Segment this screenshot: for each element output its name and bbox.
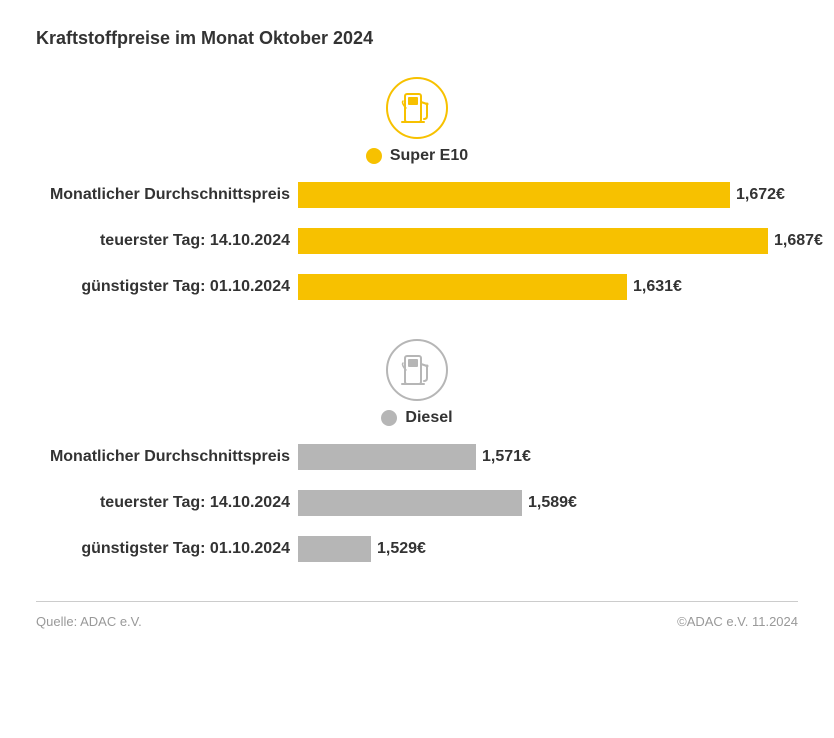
bar-value: 1,571€ bbox=[482, 448, 531, 466]
fuel-icon-circle bbox=[386, 339, 448, 401]
row-label: Monatlicher Durchschnittspreis bbox=[36, 186, 298, 204]
section-icon-wrap bbox=[36, 339, 798, 401]
bar-area: 1,631€ bbox=[298, 274, 798, 300]
bar-row: Monatlicher Durchschnittspreis 1,571€ bbox=[36, 443, 798, 471]
bar bbox=[298, 274, 627, 300]
bar bbox=[298, 182, 730, 208]
legend-dot bbox=[366, 148, 382, 164]
section-super-e10: Super E10 Monatlicher Durchschnittspreis 1… bbox=[36, 77, 798, 301]
bar-row: Monatlicher Durchschnittspreis 1,672€ bbox=[36, 181, 798, 209]
legend-label: Diesel bbox=[405, 409, 452, 427]
bar-row: teuerster Tag: 14.10.2024 1,589€ bbox=[36, 489, 798, 517]
footer-copyright: ©ADAC e.V. 11.2024 bbox=[677, 614, 798, 629]
row-label: günstigster Tag: 01.10.2024 bbox=[36, 278, 298, 296]
bar-value: 1,672€ bbox=[736, 186, 785, 204]
bar-area: 1,589€ bbox=[298, 490, 798, 516]
footer-source: Quelle: ADAC e.V. bbox=[36, 614, 142, 629]
bar-value: 1,631€ bbox=[633, 278, 682, 296]
bar-value: 1,687€ bbox=[774, 232, 823, 250]
bar-area: 1,687€ bbox=[298, 228, 823, 254]
bar-row: günstigster Tag: 01.10.2024 1,631€ bbox=[36, 273, 798, 301]
bar-row: teuerster Tag: 14.10.20241,687€ bbox=[36, 227, 798, 255]
legend-dot bbox=[381, 410, 397, 426]
bar-area: 1,672€ bbox=[298, 182, 798, 208]
legend: Super E10 bbox=[36, 147, 798, 165]
bar bbox=[298, 444, 476, 470]
footer-divider bbox=[36, 601, 798, 602]
bar-row: günstigster Tag: 01.10.2024 1,529€ bbox=[36, 535, 798, 563]
section-icon-wrap bbox=[36, 77, 798, 139]
chart-title: Kraftstoffpreise im Monat Oktober 2024 bbox=[36, 28, 798, 49]
bar bbox=[298, 536, 371, 562]
bar-value: 1,529€ bbox=[377, 540, 426, 558]
row-label: Monatlicher Durchschnittspreis bbox=[36, 448, 298, 466]
footer: Quelle: ADAC e.V. ©ADAC e.V. 11.2024 bbox=[36, 614, 798, 629]
fuel-icon-circle bbox=[386, 77, 448, 139]
row-label: günstigster Tag: 01.10.2024 bbox=[36, 540, 298, 558]
bar-value: 1,589€ bbox=[528, 494, 577, 512]
bar bbox=[298, 490, 522, 516]
section-diesel: Diesel Monatlicher Durchschnittspreis 1,57… bbox=[36, 339, 798, 563]
legend: Diesel bbox=[36, 409, 798, 427]
bar-area: 1,529€ bbox=[298, 536, 798, 562]
bar-area: 1,571€ bbox=[298, 444, 798, 470]
row-label: teuerster Tag: 14.10.2024 bbox=[36, 232, 298, 250]
legend-label: Super E10 bbox=[390, 147, 468, 165]
fuel-pump-icon bbox=[400, 90, 434, 126]
bar bbox=[298, 228, 768, 254]
fuel-pump-icon bbox=[400, 352, 434, 388]
row-label: teuerster Tag: 14.10.2024 bbox=[36, 494, 298, 512]
